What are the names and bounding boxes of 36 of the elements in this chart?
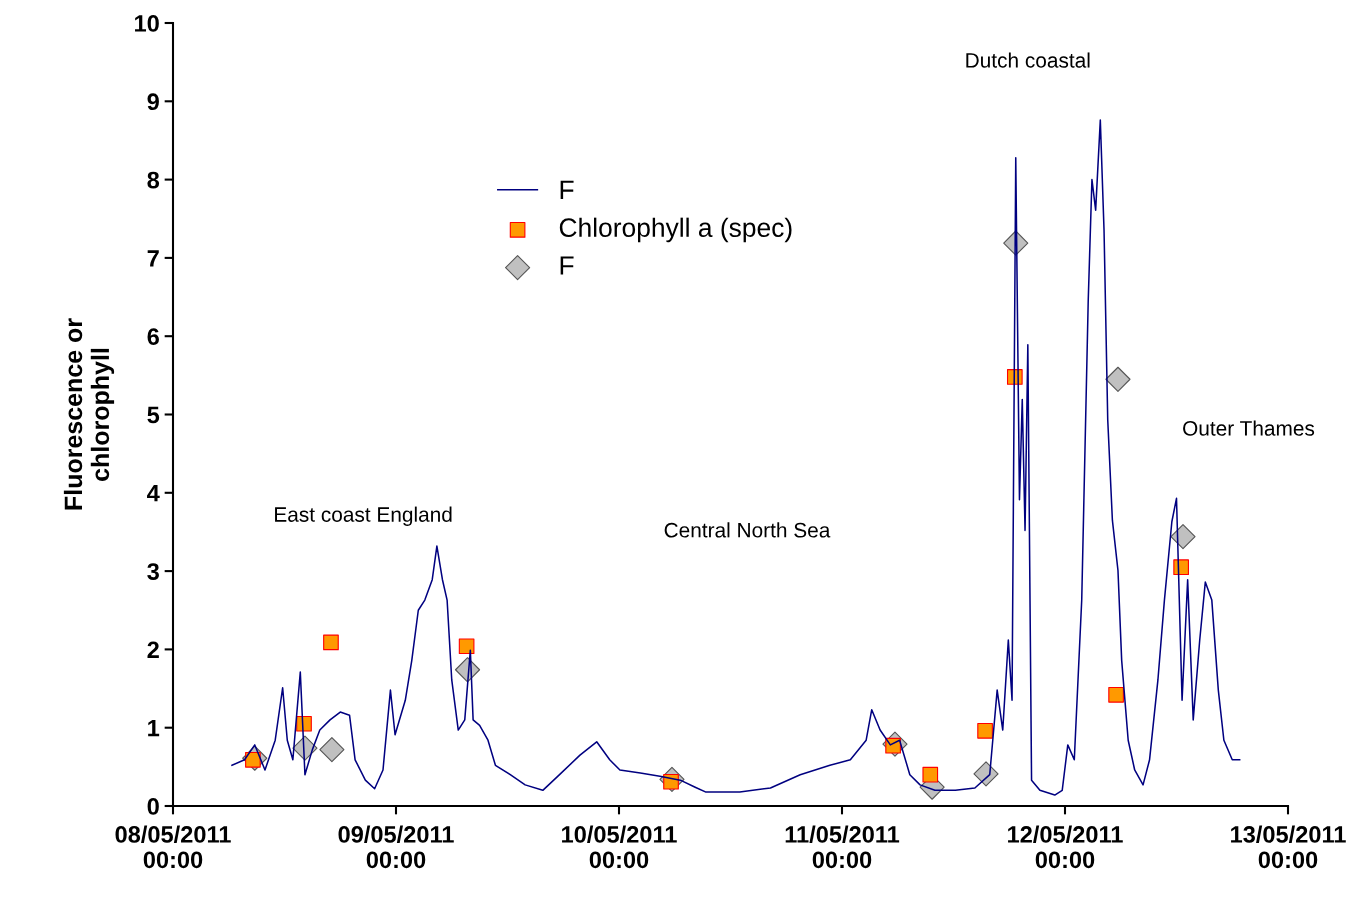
point <box>1108 686 1124 703</box>
x-tick-label: 12/05/2011 00:00 <box>1008 825 1123 869</box>
legend-label: F <box>560 180 574 199</box>
x-tick-label: 08/05/2011 00:00 <box>115 825 231 869</box>
line-series <box>231 119 1241 796</box>
y-tick-label: 8 <box>147 171 160 189</box>
x-tick-label: 09/05/2011 00:00 <box>338 825 454 869</box>
point <box>977 722 993 739</box>
point <box>922 766 939 783</box>
y-tick-label: 9 <box>147 93 159 111</box>
y-tick-label: 0 <box>147 798 159 815</box>
legend-label: Chlorophyll a (spec) <box>559 217 792 243</box>
y-tick-label: 3 <box>147 563 159 580</box>
y-tick-label: 5 <box>147 406 160 424</box>
annotation: Central North Sea <box>664 522 831 538</box>
y-axis-title: Fluorescence or chlorophyll <box>63 318 115 510</box>
annotation: Outer Thames <box>1183 420 1315 436</box>
y-tick-label: 1 <box>148 720 160 737</box>
y-tick-label: 7 <box>147 250 159 267</box>
legend-label: F <box>560 256 574 275</box>
x-tick-label: 13/05/2011 00:00 <box>1231 825 1346 869</box>
point <box>1105 366 1131 392</box>
y-tick-label: 6 <box>147 328 159 345</box>
point <box>323 634 339 651</box>
annotation: East coast England <box>275 506 452 526</box>
y-tick-label: 4 <box>147 485 160 502</box>
point <box>296 715 312 732</box>
y-tick-label: 2 <box>147 641 159 658</box>
x-tick-label: 11/05/2011 00:00 <box>785 825 900 869</box>
point <box>1173 559 1189 576</box>
point <box>1170 524 1196 550</box>
point <box>458 638 475 655</box>
point <box>319 737 345 763</box>
x-tick-label: 10/05/2011 00:00 <box>562 825 677 869</box>
annotation: Dutch coastal <box>966 52 1090 68</box>
y-tick-label: 10 <box>135 15 159 32</box>
